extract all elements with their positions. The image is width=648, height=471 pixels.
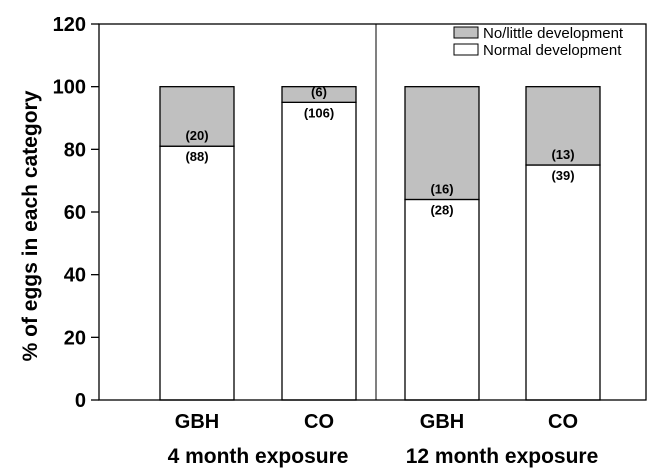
x-category-label: CO (548, 411, 578, 433)
bar-normal-development (404, 198, 480, 401)
legend: No/little development Normal development (453, 25, 624, 59)
y-tick-label: 100 (53, 77, 86, 99)
x-category-label: GBH (175, 411, 219, 433)
legend-swatch-no-little-development (453, 26, 479, 39)
count-label-normal-development: (106) (304, 105, 334, 120)
y-tick-label: 20 (64, 327, 86, 349)
count-label-normal-development: (39) (551, 168, 574, 183)
count-label-no-little-development: (20) (185, 128, 208, 143)
count-label-normal-development: (28) (430, 202, 453, 217)
y-tick-label: 40 (64, 265, 86, 287)
group-label: 4 month exposure (168, 445, 349, 468)
count-labels: (20) (88) (6) (106) (16) (28) (13) (39) (185, 84, 574, 217)
count-label-normal-development: (88) (185, 149, 208, 164)
y-tick-label: 60 (64, 202, 86, 224)
bar-normal-development (159, 145, 235, 401)
group-labels: 4 month exposure 12 month exposure (168, 445, 599, 468)
legend-swatch-normal-development (453, 43, 479, 56)
legend-label-no-little-development: No/little development (483, 25, 624, 42)
group-label: 12 month exposure (406, 445, 599, 468)
x-category-label: CO (304, 411, 334, 433)
x-category-label: GBH (420, 411, 464, 433)
y-tick-label: 0 (75, 390, 86, 412)
legend-label-normal-development: Normal development (483, 42, 622, 59)
bar-no-little-development (525, 86, 601, 166)
x-category-labels: GBH CO GBH CO (175, 411, 578, 433)
y-tick-label: 120 (53, 14, 86, 36)
bar-normal-development (281, 101, 357, 401)
y-axis-ticks: 0 20 40 60 80 100 120 (53, 14, 99, 412)
bar-no-little-development (281, 86, 357, 103)
count-label-no-little-development: (6) (311, 84, 327, 99)
y-tick-label: 80 (64, 139, 86, 161)
bar-no-little-development (404, 86, 480, 201)
bar-no-little-development (159, 86, 235, 147)
count-label-no-little-development: (13) (551, 147, 574, 162)
plot-frame (98, 23, 647, 401)
count-label-no-little-development: (16) (430, 181, 453, 196)
bar-normal-development (525, 164, 601, 401)
bars (159, 86, 601, 401)
y-axis-title: % of eggs in each category (19, 90, 42, 361)
